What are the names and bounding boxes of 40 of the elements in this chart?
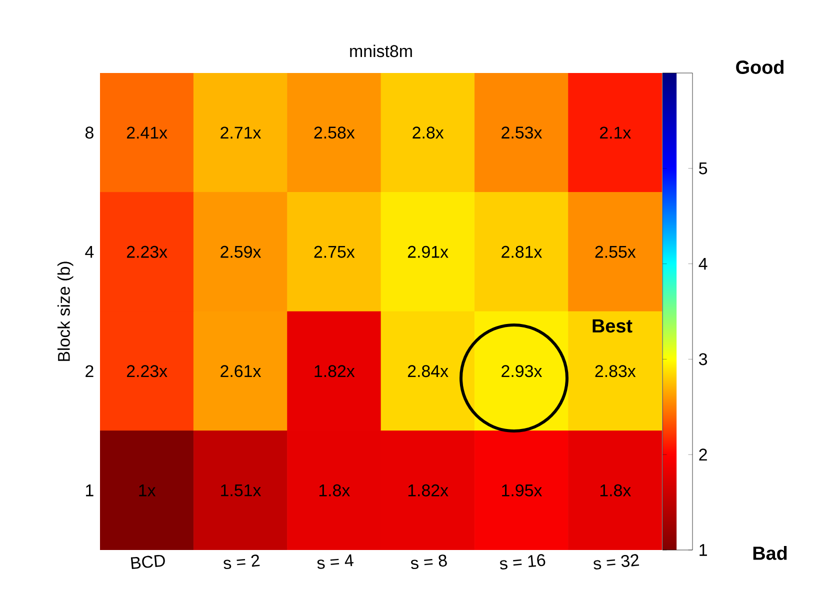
data-label: 1.8x — [600, 484, 631, 496]
color-bar-label: 4 — [698, 258, 708, 270]
data-label: 1.8x — [319, 484, 350, 496]
x-tick-label: s = 2 — [224, 554, 260, 570]
data-label: 2.41x — [126, 126, 168, 139]
color-bar-label: 1 — [700, 544, 707, 556]
y-tick-label: 1 — [86, 484, 94, 496]
data-label: 2.53x — [502, 126, 542, 139]
data-label: 1.95x — [502, 484, 542, 496]
annotation: Best — [592, 319, 632, 333]
data-label: 2.75x — [314, 246, 355, 258]
data-label: 1.51x — [221, 484, 262, 496]
data-label: 2.84x — [408, 365, 448, 378]
text: Good — [736, 60, 784, 74]
data-label: 2.93x — [502, 365, 542, 378]
data-label: 2.58x — [314, 126, 355, 139]
y-axis-title: Block size (b) — [57, 262, 74, 361]
data-label: 2.59x — [220, 246, 262, 258]
data-label: 2.1x — [600, 126, 631, 139]
y-tick-label: 2 — [86, 365, 94, 378]
y-tick-label: 4 — [85, 246, 94, 258]
y-tick-label: 8 — [85, 126, 94, 139]
data-label: 2.81x — [502, 246, 542, 258]
data-label: 2.91x — [408, 246, 448, 258]
chart-title: mnist8m — [350, 44, 412, 58]
data-label: 2.83x — [595, 365, 636, 378]
x-tick-label: BCD — [130, 555, 165, 570]
data-label: 2.23x — [126, 246, 168, 258]
color-bar-label: 2 — [699, 448, 707, 461]
color-bar-label: 5 — [699, 162, 708, 174]
data-label: 2.55x — [595, 246, 636, 258]
x-tick-label: s = 32 — [594, 554, 640, 570]
data-label: 2.61x — [220, 365, 262, 378]
text: Bad — [753, 546, 787, 560]
x-tick-label: s = 4 — [317, 554, 354, 569]
data-label: 1.82x — [314, 365, 355, 378]
color-bar-label: 3 — [698, 353, 708, 366]
x-tick-label: s = 16 — [500, 554, 546, 570]
data-label: 2.71x — [220, 126, 262, 139]
x-tick-label: s = 8 — [411, 554, 447, 570]
